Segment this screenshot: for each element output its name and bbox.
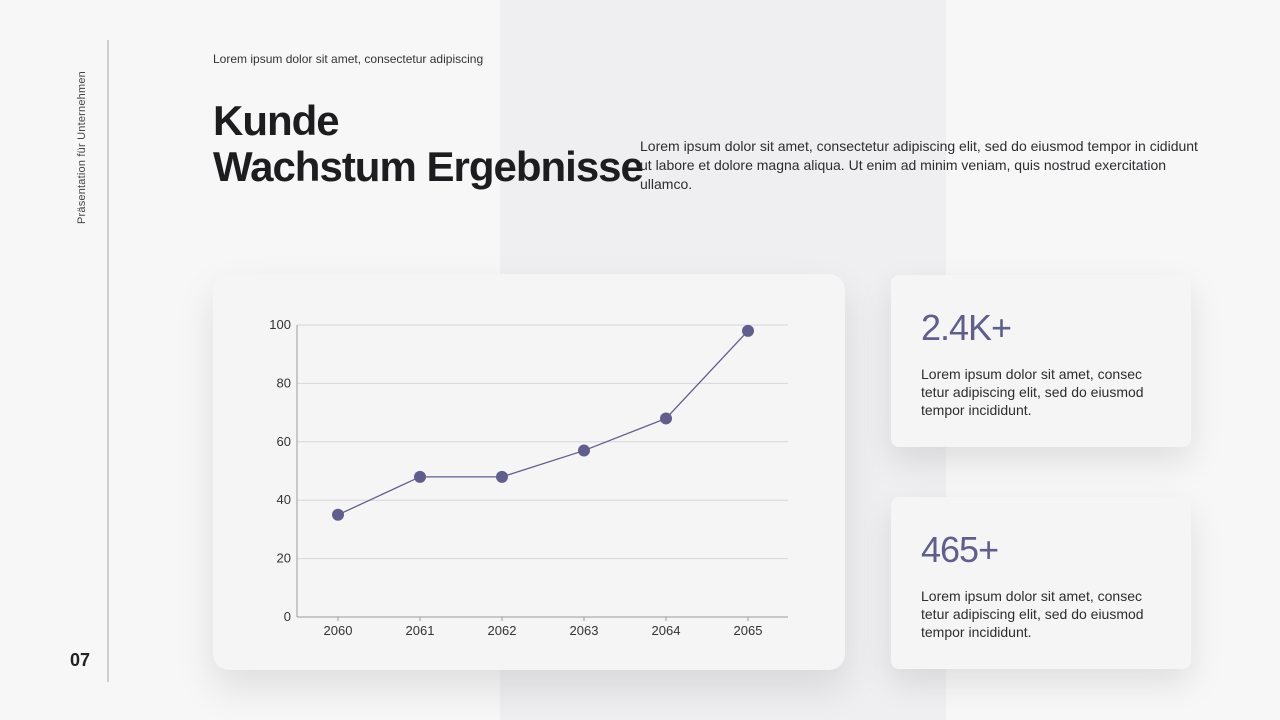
title-line-1: Kunde: [213, 97, 340, 144]
stat-value: 2.4K+: [921, 307, 1012, 348]
page-number: 07: [70, 650, 91, 670]
x-tick-label: 2063: [570, 623, 599, 638]
x-tick-label: 2060: [324, 623, 353, 638]
side-divider: [107, 40, 109, 682]
data-point: [332, 508, 344, 521]
vertical-label: Präsentation für Unternehmen: [76, 71, 88, 224]
series-line: [337, 330, 749, 516]
stat-card-1: 2.4K+ Lorem ipsum dolor sit amet, consec…: [891, 275, 1191, 447]
title-line-2: Wachstum Ergebnisse: [213, 143, 644, 190]
data-point: [414, 470, 426, 483]
page-title: Kunde Wachstum Ergebnisse: [213, 97, 644, 190]
stat-card-2: 465+ Lorem ipsum dolor sit amet, consec …: [891, 497, 1191, 669]
x-tick-label: 2065: [734, 623, 763, 638]
chart-card: 0 20 40 60 80 100 2060 2061 2062 2063 2064 2065: [213, 274, 845, 670]
stat-description: Lorem ipsum dolor sit amet, consec tetur…: [921, 588, 1144, 640]
data-point: [660, 412, 672, 425]
y-tick-label: 20: [277, 551, 291, 566]
data-point: [496, 470, 508, 483]
y-tick-label: 100: [269, 317, 291, 332]
y-tick-label: 80: [277, 375, 291, 390]
line-chart: 0 20 40 60 80 100 2060 2061 2062 2063 2064 2065: [269, 317, 788, 638]
data-point: [742, 324, 754, 337]
y-tick-label: 0: [284, 609, 291, 624]
x-tick-label: 2061: [406, 623, 435, 638]
intro-paragraph: Lorem ipsum dolor sit amet, consectetur …: [640, 138, 1198, 192]
data-point: [578, 444, 590, 457]
stat-description: Lorem ipsum dolor sit amet, consec tetur…: [921, 366, 1144, 418]
y-tick-label: 60: [277, 434, 291, 449]
eyebrow-text: Lorem ipsum dolor sit amet, consectetur …: [213, 52, 484, 66]
x-tick-label: 2062: [488, 623, 517, 638]
y-tick-label: 40: [277, 492, 291, 507]
stat-value: 465+: [921, 529, 999, 570]
x-tick-label: 2064: [652, 623, 681, 638]
